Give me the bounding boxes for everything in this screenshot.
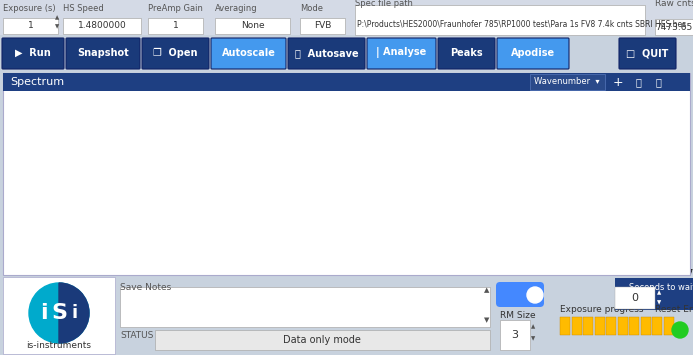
FancyBboxPatch shape [496,282,544,307]
Text: ▲: ▲ [531,324,535,329]
Text: i: i [40,303,48,323]
Text: ▲: ▲ [55,16,59,21]
FancyBboxPatch shape [3,73,690,91]
Text: PreAmp Gain: PreAmp Gain [148,4,203,13]
FancyBboxPatch shape [652,317,662,335]
Text: 💾  Autosave: 💾 Autosave [295,48,358,58]
FancyBboxPatch shape [215,18,290,34]
Text: 1: 1 [28,22,33,31]
Text: FVB: FVB [314,22,331,31]
FancyBboxPatch shape [0,0,693,35]
Circle shape [527,287,543,303]
Text: ▲: ▲ [484,287,490,293]
FancyBboxPatch shape [606,317,616,335]
Text: STATUS: STATUS [120,331,153,339]
FancyBboxPatch shape [66,38,140,69]
FancyBboxPatch shape [155,330,490,350]
FancyBboxPatch shape [640,317,651,335]
FancyBboxPatch shape [148,18,203,34]
Text: ❐  Open: ❐ Open [153,48,198,58]
Text: Save Notes: Save Notes [120,283,171,292]
FancyBboxPatch shape [120,287,490,327]
Text: 0: 0 [631,293,638,303]
FancyBboxPatch shape [655,19,693,35]
FancyBboxPatch shape [0,277,693,355]
Text: is-instruments: is-instruments [26,340,91,350]
FancyBboxPatch shape [367,38,436,69]
Text: Autoscale: Autoscale [222,48,275,58]
FancyBboxPatch shape [0,37,693,70]
FancyBboxPatch shape [3,73,690,275]
Text: Exposure progress: Exposure progress [560,306,644,315]
FancyBboxPatch shape [615,278,693,310]
Text: 🔍: 🔍 [635,77,641,87]
Text: Spec file path: Spec file path [355,0,413,7]
Text: 1: 1 [173,22,178,31]
FancyBboxPatch shape [560,317,570,335]
FancyBboxPatch shape [629,317,639,335]
Text: i: i [72,304,78,322]
FancyBboxPatch shape [663,317,674,335]
Text: Averaging: Averaging [215,4,258,13]
FancyBboxPatch shape [583,317,593,335]
Text: RM: RM [500,283,514,292]
Text: ▼: ▼ [55,24,59,29]
FancyBboxPatch shape [355,5,645,35]
Text: ✋: ✋ [655,77,661,87]
FancyBboxPatch shape [2,38,64,69]
FancyBboxPatch shape [211,38,286,69]
FancyBboxPatch shape [619,38,676,69]
Text: Data only mode: Data only mode [283,335,361,345]
Text: RM Size: RM Size [500,311,536,320]
FancyBboxPatch shape [500,320,530,350]
X-axis label: Raman Shift (cm-1)   Excitation (nm): 785.5nm: Raman Shift (cm-1) Excitation (nm): 785.… [265,280,477,289]
FancyBboxPatch shape [497,38,569,69]
Text: P:\Products\HES2000\Fraunhofer 785\RP1000 test\Para 1s FV8 7.4k cnts SBRI HES.he: P:\Products\HES2000\Fraunhofer 785\RP100… [357,20,686,28]
Text: □  QUIT: □ QUIT [626,48,669,58]
Text: ▲: ▲ [657,290,661,295]
FancyBboxPatch shape [63,18,141,34]
Text: +: + [613,76,623,88]
FancyBboxPatch shape [438,38,495,69]
FancyBboxPatch shape [595,317,604,335]
Text: Reset Error: Reset Error [655,306,693,315]
Text: Raw cnts/pix: Raw cnts/pix [655,0,693,7]
Circle shape [29,283,89,343]
Wedge shape [59,283,89,343]
FancyBboxPatch shape [572,317,581,335]
FancyBboxPatch shape [615,287,655,309]
FancyBboxPatch shape [300,18,345,34]
FancyBboxPatch shape [530,74,605,90]
Text: S: S [51,303,67,323]
Text: ▼: ▼ [484,317,490,323]
FancyBboxPatch shape [288,38,365,69]
Circle shape [672,322,688,338]
Text: 7473.65: 7473.65 [656,22,692,32]
Text: ▶  Run: ▶ Run [15,48,51,58]
Text: Spectrum: Spectrum [10,77,64,87]
FancyBboxPatch shape [142,38,209,69]
Text: Seconds to wait: Seconds to wait [629,283,693,292]
Text: Mode: Mode [300,4,323,13]
Text: None: None [240,22,264,31]
Text: ▼: ▼ [657,300,661,306]
Text: Apodise: Apodise [511,48,555,58]
Text: 1.4800000: 1.4800000 [78,22,126,31]
Text: Wavenumber  ▾: Wavenumber ▾ [534,77,600,87]
Text: ▼: ▼ [531,337,535,342]
FancyBboxPatch shape [3,277,115,354]
FancyBboxPatch shape [3,18,58,34]
Text: | Analyse: | Analyse [376,48,427,59]
Text: 3: 3 [511,330,518,340]
Text: Exposure (s): Exposure (s) [3,4,55,13]
Text: HS Speed: HS Speed [63,4,104,13]
FancyBboxPatch shape [617,317,627,335]
Text: Snapshot: Snapshot [77,48,129,58]
Text: Peaks: Peaks [450,48,483,58]
Y-axis label: Power Spectrum: Power Spectrum [11,133,20,207]
